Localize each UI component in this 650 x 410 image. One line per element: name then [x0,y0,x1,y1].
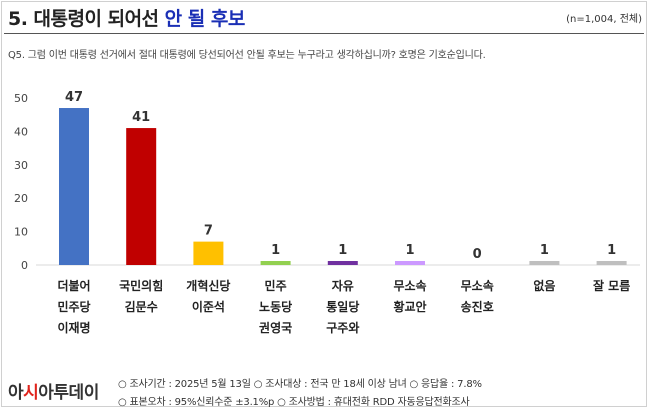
survey-info-line-1: ○ 조사기간 : 2025년 5월 13일 ○ 조사대상 : 전국 만 18세 … [118,379,482,390]
category-label-line: 권영국 [259,321,293,335]
y-tick-label: 30 [14,159,28,172]
bar [59,108,89,266]
y-tick-label: 0 [21,259,28,272]
category-label-line: 더불어 [57,279,91,293]
category-label-line: 국민의힘 [119,279,164,293]
category-label-line: 개혁신당 [186,279,231,293]
bar [126,128,157,265]
category-label-line: 자유 [331,279,354,293]
bar [260,261,291,265]
survey-info-line-2: ○ 표본오차 : 95%신뢰수준 ±3.1%p ○ 조사방법 : 휴대전화 RD… [118,397,470,408]
category-label-line: 구주와 [326,321,360,335]
bar-value-label: 1 [271,243,280,258]
category-label-line: 무소속 [460,279,494,293]
category-label-line: 잘 모름 [592,279,631,293]
bar-value-label: 7 [204,224,213,239]
category-label: 없음 [509,276,579,297]
category-label-line: 황교안 [393,300,427,314]
bar-value-label: 0 [473,247,482,262]
bar-value-label: 41 [132,110,150,125]
title-divider [4,33,644,34]
category-label-line: 민주당 [57,300,91,314]
bar [395,261,425,265]
category-label-line: 김문수 [124,300,158,314]
bar [596,261,627,265]
category-label-line: 송진호 [460,300,494,314]
bar-value-label: 47 [65,90,83,105]
category-label-line: 이재명 [57,321,91,335]
category-label-line: 이준석 [191,300,225,314]
y-tick-label: 10 [14,226,28,239]
bar [529,261,560,265]
sample-size-note: (n=1,004, 전체) [566,14,642,25]
bar [193,241,224,265]
category-label-line: 민주 [264,279,287,293]
category-label-line: 무소속 [393,279,427,293]
bar-value-label: 1 [607,243,616,258]
y-tick-label: 20 [14,192,28,205]
bar-value-label: 1 [540,243,549,258]
category-label-line: 통일당 [326,300,360,314]
page-title: 5. 대통령이 되어선 안 될 후보 [8,4,245,31]
category-label: 잘 모름 [577,276,647,297]
bar [327,261,358,265]
category-label-line: 노동당 [259,300,293,314]
publisher-logo: 아시아투데이 [8,383,99,403]
title-main: 5. 대통령이 되어선 [8,8,165,30]
bar-value-label: 1 [405,243,414,258]
title-highlight: 안 될 후보 [164,8,246,30]
bar-value-label: 1 [338,243,347,258]
category-label-line: 없음 [533,279,556,293]
y-tick-label: 40 [14,125,28,138]
survey-question: Q5. 그럼 이번 대통령 선거에서 절대 대통령에 당선되어선 안될 후보는 … [8,50,486,61]
y-tick-label: 50 [14,92,28,105]
